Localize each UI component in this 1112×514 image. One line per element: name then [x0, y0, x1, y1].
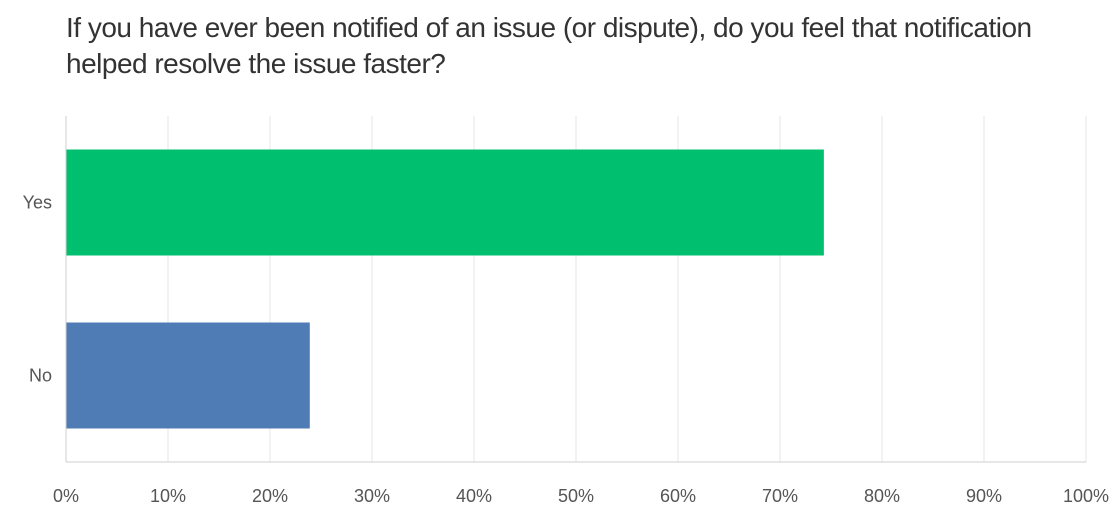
- x-tick-label: 10%: [150, 486, 186, 506]
- x-tick-label: 20%: [252, 486, 288, 506]
- axes: [65, 116, 1086, 463]
- x-tick-label: 60%: [660, 486, 696, 506]
- labels: 0% 10% 20% 30% 40% 50% 60% 70% 80% 90% 100% Yes No: [23, 193, 1109, 507]
- x-tick-label: 100%: [1063, 486, 1109, 506]
- bar-no: [66, 322, 310, 429]
- x-tick-label: 70%: [762, 486, 798, 506]
- x-tick-label: 40%: [456, 486, 492, 506]
- chart-title: If you have ever been notified of an iss…: [66, 12, 1032, 79]
- x-tick-label: 50%: [558, 486, 594, 506]
- bar-yes: [66, 149, 824, 256]
- bars: [66, 149, 824, 429]
- x-tick-label: 0%: [53, 486, 79, 506]
- x-tick-label: 90%: [966, 486, 1002, 506]
- category-label-no: No: [29, 366, 52, 386]
- x-tick-label: 80%: [864, 486, 900, 506]
- category-label-yes: Yes: [23, 193, 52, 213]
- x-tick-label: 30%: [354, 486, 390, 506]
